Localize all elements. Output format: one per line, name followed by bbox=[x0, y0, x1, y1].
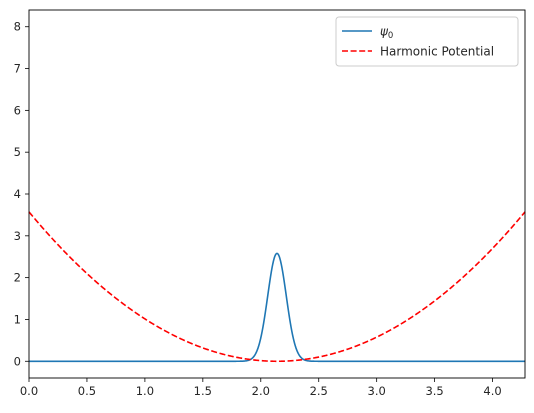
series-psi0-line bbox=[28, 252, 526, 363]
x-tick-label: 3.0 bbox=[368, 384, 386, 398]
series-harmonic-potential-line bbox=[28, 211, 526, 363]
x-tick-label: 0.5 bbox=[78, 384, 96, 398]
y-tick-label: 4 bbox=[14, 187, 21, 201]
y-tick-label: 6 bbox=[14, 103, 21, 117]
x-tick-label: 4.0 bbox=[483, 384, 501, 398]
y-tick-label: 7 bbox=[14, 62, 21, 76]
plot-frame bbox=[28, 9, 526, 379]
x-tick-label: 2.0 bbox=[252, 384, 270, 398]
x-tick-label: 1.0 bbox=[136, 384, 154, 398]
x-tick-label: 2.5 bbox=[310, 384, 328, 398]
legend-label-harmonic-potential: Harmonic Potential bbox=[380, 45, 494, 59]
y-tick-label: 0 bbox=[14, 354, 21, 368]
x-tick-label: 1.5 bbox=[194, 384, 212, 398]
legend: ψ0 Harmonic Potential bbox=[335, 16, 519, 67]
x-tick-label: 3.5 bbox=[425, 384, 443, 398]
legend-box bbox=[335, 16, 519, 67]
plot-background bbox=[29, 10, 525, 378]
series-layer bbox=[28, 211, 526, 363]
y-tick-label: 2 bbox=[14, 271, 21, 285]
y-tick-label: 1 bbox=[14, 312, 21, 326]
y-tick-label: 8 bbox=[14, 20, 21, 34]
y-tick-label: 3 bbox=[14, 229, 21, 243]
y-tick-label: 5 bbox=[14, 145, 21, 159]
y-axis-ticks: 0 1 2 3 4 5 6 7 8 bbox=[14, 20, 29, 368]
x-tick-label: 0.0 bbox=[20, 384, 38, 398]
legend-label-psi0: ψ0 bbox=[380, 25, 393, 42]
x-axis-ticks: 0.0 0.5 1.0 1.5 2.0 2.5 3.0 3.5 4.0 bbox=[20, 378, 502, 398]
